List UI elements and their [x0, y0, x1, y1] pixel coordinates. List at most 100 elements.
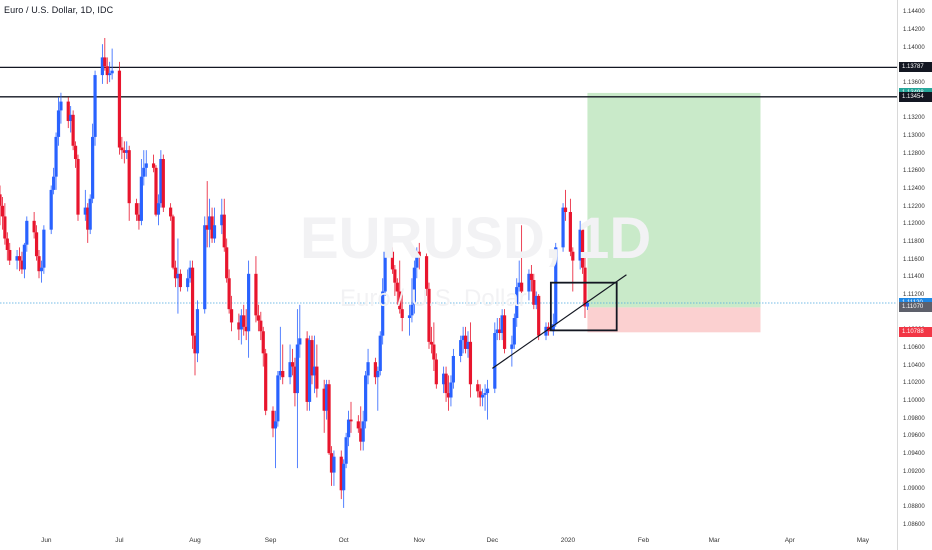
candle-body-83: [278, 371, 282, 376]
x-tick-label: Nov: [413, 537, 426, 544]
x-tick-label: Apr: [784, 537, 795, 544]
candle-body-14: [42, 229, 46, 268]
candle-body-53: [176, 273, 180, 279]
candle-body-150: [510, 344, 514, 349]
candle-body-71: [239, 315, 243, 330]
x-tick-label: Oct: [338, 537, 349, 544]
candle-body-55: [186, 278, 190, 288]
candle-body-142: [481, 394, 485, 398]
x-tick-label: May: [856, 537, 870, 544]
candle-body-57: [190, 267, 195, 336]
y-tick-label: 1.08600: [903, 521, 925, 528]
y-tick-label: 1.12600: [903, 168, 925, 175]
candle-body-63: [210, 216, 214, 239]
candle-body-117: [395, 282, 399, 292]
candle-body-106: [359, 428, 363, 442]
candle-body-73: [244, 326, 248, 332]
candle-body-7: [20, 260, 24, 270]
candle-body-104: [349, 419, 353, 422]
y-tick-label: 1.09800: [903, 415, 925, 422]
y-tick-label: 1.11600: [903, 256, 925, 263]
y-tick-label: 1.13000: [903, 132, 925, 139]
candle-body-153: [517, 282, 521, 288]
candle-body-29: [93, 75, 97, 137]
candle-body-21: [69, 114, 73, 122]
candle-body-118: [398, 291, 402, 310]
candle-body-98: [329, 453, 334, 473]
candle-body-77: [259, 320, 263, 332]
candle-body-116: [393, 269, 397, 283]
candle-body-128: [432, 344, 436, 360]
y-tick-label: 1.12000: [903, 221, 925, 228]
x-tick-label: Aug: [189, 537, 201, 544]
candle-body-43: [142, 167, 146, 177]
candle-body-19: [59, 101, 63, 111]
candle-body-129: [434, 359, 438, 385]
candle-body-27: [88, 198, 92, 230]
candle-body-33: [108, 73, 112, 76]
candle-body-75: [254, 273, 258, 316]
candle-body-20: [66, 101, 70, 122]
candle-body-145: [493, 333, 497, 389]
candle-body-166: [568, 212, 572, 252]
candle-body-60: [203, 225, 207, 310]
candle-body-4: [8, 249, 12, 261]
x-tick-label: 2020: [560, 537, 576, 544]
candle-body-28: [91, 136, 95, 199]
candle-body-115: [390, 251, 395, 270]
candle-body-171: [585, 302, 590, 307]
candle-body-69: [229, 309, 234, 323]
candle-body-137: [463, 335, 468, 349]
candle-body-170: [583, 267, 587, 307]
candle-body-126: [427, 288, 431, 342]
candle-body-40: [134, 203, 139, 215]
candle-body-93: [312, 366, 317, 376]
candle-body-107: [361, 421, 365, 442]
candle-body-52: [173, 267, 178, 279]
candle-body-157: [532, 280, 536, 305]
candle-body-159: [537, 295, 541, 336]
candle-body-144: [485, 388, 490, 394]
candle-body-18: [56, 110, 61, 137]
candle-body-135: [459, 340, 463, 356]
y-tick-label: 1.10600: [903, 344, 925, 351]
candle-body-108: [364, 375, 368, 422]
trendline-1: [492, 274, 627, 369]
candle-body-2: [3, 216, 7, 239]
candle-body-168: [578, 229, 582, 261]
candle-body-70: [237, 322, 241, 330]
candle-body-74: [247, 273, 251, 332]
price-tag-black: 1.13454: [899, 91, 932, 102]
candle-body-156: [529, 273, 533, 281]
candle-body-34: [110, 70, 114, 74]
candle-body-136: [461, 335, 465, 341]
candle-body-45: [151, 163, 156, 168]
candle-body-119: [400, 309, 404, 318]
candle-body-10: [32, 220, 36, 233]
candle-body-105: [356, 421, 360, 429]
candle-body-97: [327, 384, 331, 454]
candle-body-22: [71, 114, 75, 146]
candle-body-46: [154, 167, 158, 215]
candle-body-84: [281, 371, 285, 378]
candle-body-163: [554, 247, 558, 325]
candle-body-58: [193, 335, 197, 354]
candle-body-91: [307, 340, 312, 402]
y-tick-label: 1.14000: [903, 44, 925, 51]
candle-body-146: [495, 329, 499, 334]
chart-area[interactable]: EURUSD, 1D Euro / U.S. Dollar Euro / U.S…: [0, 0, 897, 550]
candle-body-12: [37, 256, 41, 272]
y-tick-label: 1.11400: [903, 274, 925, 281]
candle-body-95: [322, 388, 326, 411]
candle-body-61: [205, 225, 209, 230]
candle-body-25: [83, 207, 87, 215]
candle-body-68: [227, 278, 231, 310]
candle-body-158: [534, 295, 538, 305]
candle-body-89: [298, 338, 302, 345]
candle-body-152: [515, 287, 519, 318]
candle-body-82: [276, 375, 280, 422]
candle-body-99: [332, 456, 336, 473]
candle-body-54: [178, 273, 182, 288]
candle-body-66: [222, 214, 226, 248]
